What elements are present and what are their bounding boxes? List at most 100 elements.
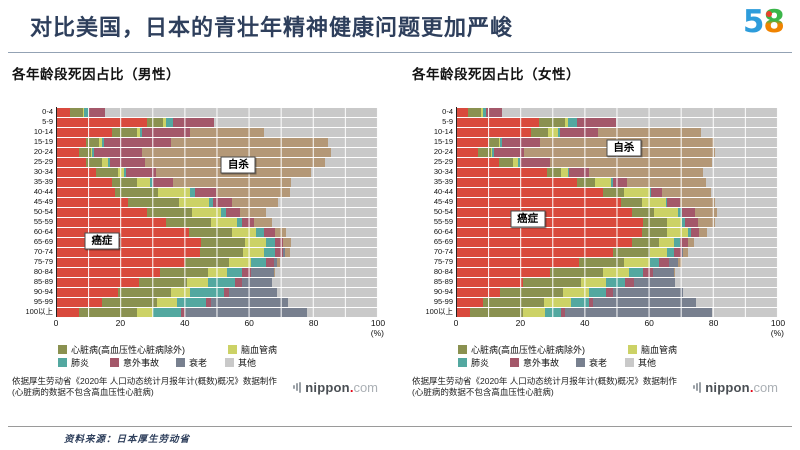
bar-segment (683, 287, 778, 297)
legend-item: 其他 (225, 356, 256, 369)
bar-segment (280, 257, 378, 267)
bar-segment (643, 217, 668, 227)
legend-item-label: 肺炎 (71, 358, 90, 368)
bar-row (457, 157, 778, 167)
bar-segment (457, 167, 547, 177)
bar-segment (457, 277, 523, 287)
nippon-logo-name: nippon (705, 379, 750, 395)
bar-segment (114, 187, 159, 197)
bar-row (57, 187, 378, 197)
bar-segment (606, 277, 626, 287)
bar-row (457, 247, 778, 257)
bar-segment (57, 177, 112, 187)
bar-segment (172, 177, 292, 187)
bar-row (57, 207, 378, 217)
bar-row (457, 207, 778, 217)
bar-segment (89, 107, 106, 117)
bar-segment (111, 127, 138, 137)
bar-segment (158, 187, 191, 197)
y-axis-label: 0-4 (42, 107, 53, 116)
bar-segment (641, 197, 666, 207)
bar-row (57, 277, 378, 287)
source-label: 资料来源：日本厚生劳动省 (64, 435, 191, 445)
bar-segment (457, 297, 483, 307)
legend-swatch-icon (110, 358, 119, 367)
bar-segment (603, 187, 624, 197)
bar-segment (543, 297, 571, 307)
bar-segment (166, 217, 212, 227)
bar-segment (228, 257, 252, 267)
bar-segment (241, 267, 252, 277)
bar-row (57, 127, 378, 137)
soundwave-icon (293, 381, 302, 393)
bar-segment (227, 267, 242, 277)
bar-segment (244, 237, 266, 247)
bar-segment (324, 157, 378, 167)
y-axis-label: 65-69 (33, 237, 53, 246)
legend-item-label: 心脏病(高血压性心脏病除外) (71, 345, 185, 355)
y-axis-label: 30-34 (433, 167, 453, 176)
bar-segment (627, 177, 706, 187)
y-axis-labels: 0-4 5-9 10-14 15-19 20-24 25-29 30-34 35-39 40-4… (412, 107, 456, 317)
bar-segment (137, 177, 151, 187)
logo-digit-8: 8 (763, 4, 785, 40)
bar-segment (241, 277, 273, 287)
y-axis-label: 5-9 (442, 117, 453, 126)
bar-segment (57, 167, 96, 177)
y-axis-label: 90-94 (433, 287, 453, 296)
bar-segment (195, 187, 216, 197)
bar-segment (707, 227, 778, 237)
bar-segment (103, 137, 171, 147)
legend-swatch-icon (625, 358, 634, 367)
bar-segment (111, 177, 138, 187)
legend-item: 其他 (625, 356, 656, 369)
bar-segment (138, 277, 187, 287)
bar-segment (457, 107, 469, 117)
bar-segment (598, 127, 701, 137)
bar-segment (57, 157, 86, 167)
bar-segment (117, 287, 171, 297)
x-axis-tick-label: 100 (370, 318, 386, 328)
bar-segment (57, 127, 112, 137)
bar-segment (457, 287, 501, 297)
bar-segment (254, 217, 273, 227)
bar-segment (57, 267, 160, 277)
x-axis-tick-label: 20 (515, 318, 526, 328)
bar-segment (578, 257, 624, 267)
y-axis-label: 45-49 (33, 197, 53, 206)
bar-segment (57, 147, 80, 157)
bar-row (57, 287, 378, 297)
plot-area: 自杀 癌症 (456, 107, 778, 317)
bar-segment (680, 237, 689, 247)
bar-segment (680, 197, 716, 207)
legend-item-label: 其他 (238, 358, 257, 368)
bar-segment (85, 137, 99, 147)
y-axis-label: 55-59 (33, 217, 53, 226)
bar-row (457, 187, 778, 197)
bar-segment (667, 217, 682, 227)
bar-row (57, 177, 378, 187)
bar-segment (286, 227, 378, 237)
y-axis-label: 40-44 (33, 187, 53, 196)
bar-row (457, 267, 778, 277)
legend-item: 衰老 (176, 356, 225, 369)
annotation-label: 癌症 (510, 210, 546, 228)
legend-row: 肺炎 意外事故 衰老 其他 (458, 356, 778, 369)
bar-segment (190, 287, 224, 297)
y-axis-label: 25-29 (433, 157, 453, 166)
bar-segment (212, 197, 232, 207)
x-axis-tick-label: 80 (308, 318, 319, 328)
bar-row (457, 257, 778, 267)
bar-segment (201, 237, 245, 247)
x-axis-tick-label: 60 (244, 318, 254, 328)
bar-segment (57, 257, 186, 267)
bar-segment (265, 257, 274, 267)
58-logo: 58 (743, 4, 785, 40)
bar-segment (457, 137, 490, 147)
bar-segment (603, 267, 629, 277)
bar-segment (570, 297, 589, 307)
bar-segment (577, 177, 596, 187)
bar-segment (668, 257, 679, 267)
bar-segment (57, 307, 80, 317)
bar-segment (93, 147, 143, 157)
